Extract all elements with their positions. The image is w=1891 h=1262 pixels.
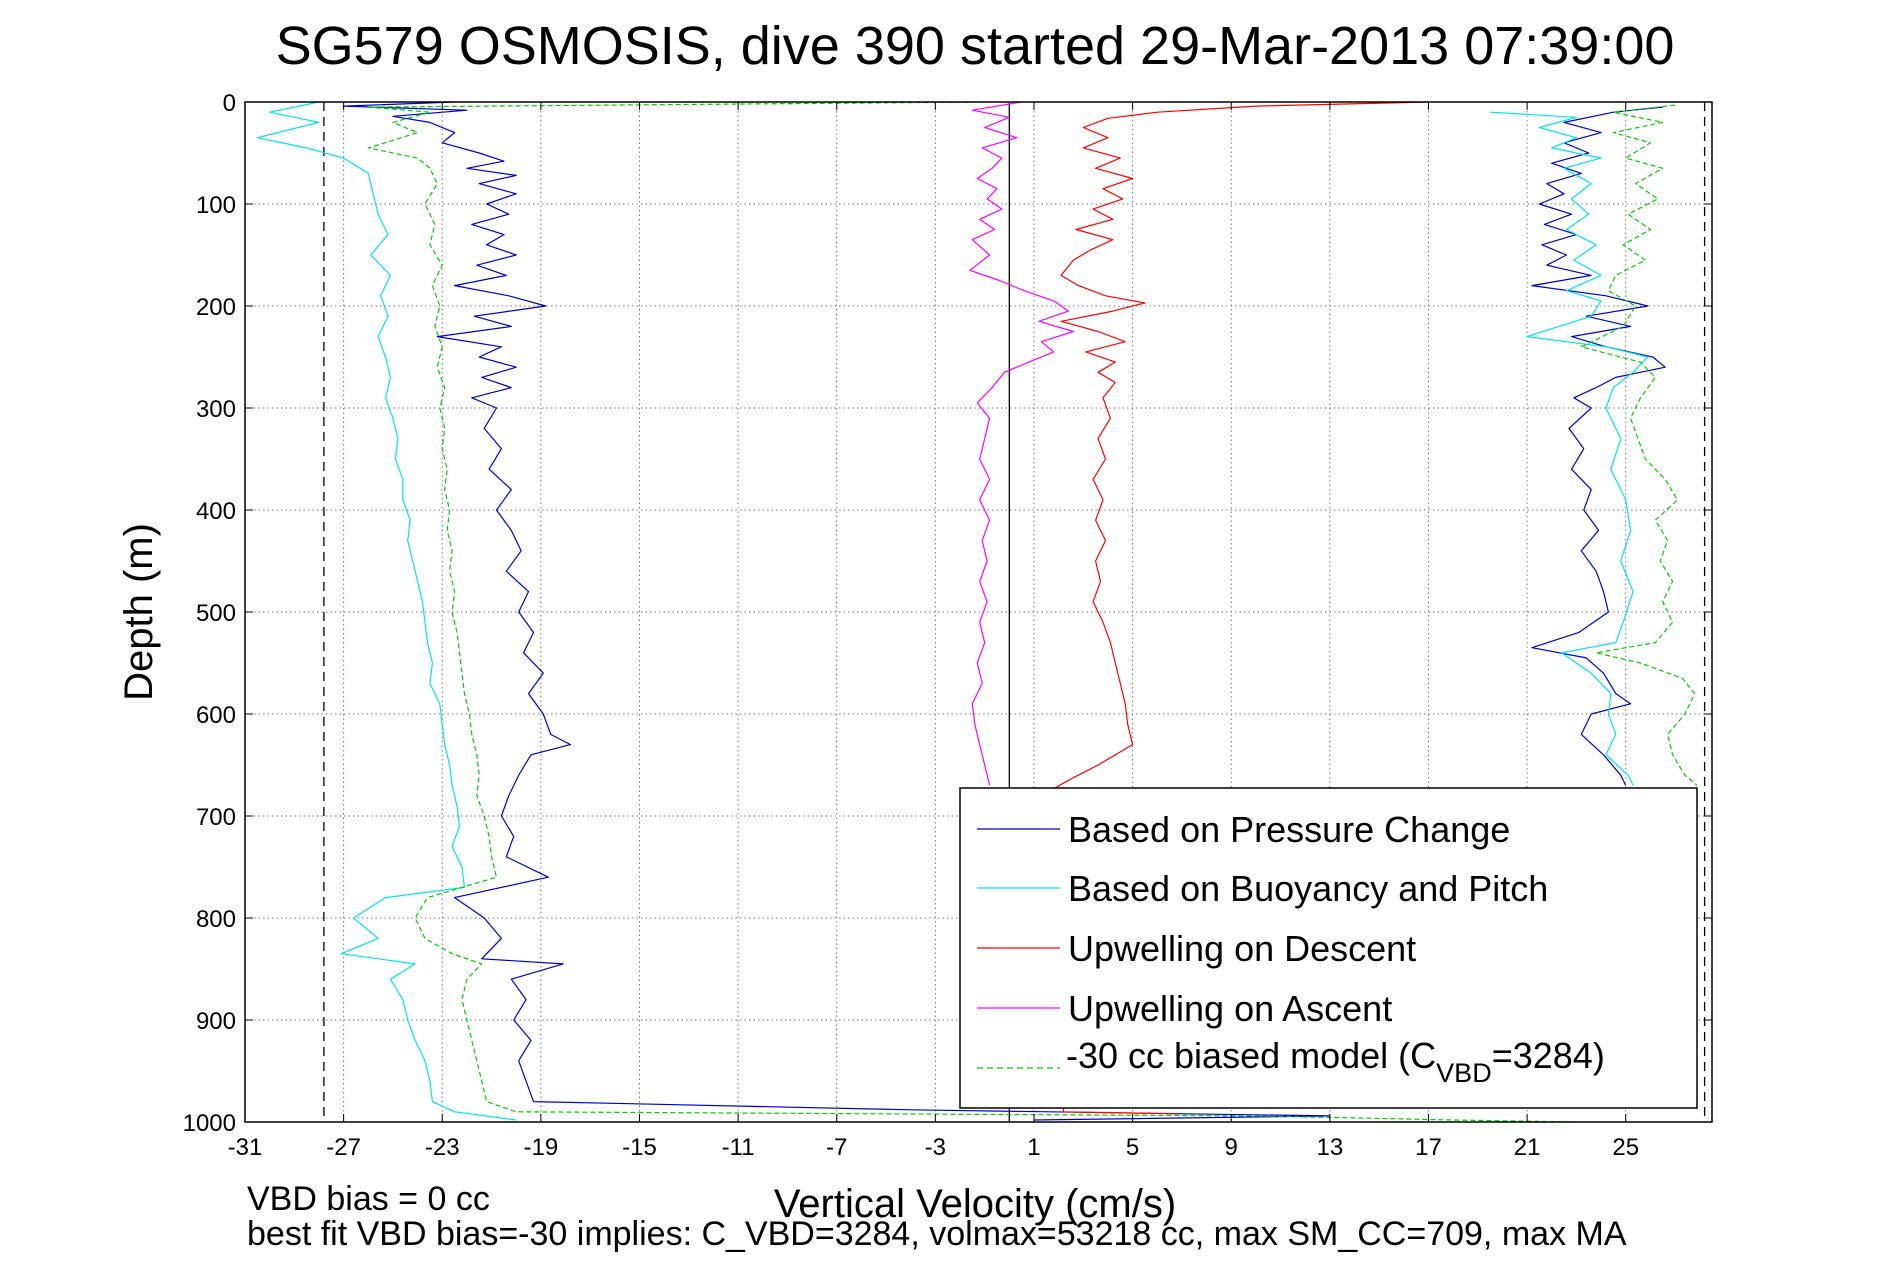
series-line bbox=[969, 101, 1075, 786]
y-axis: 0 100 200 300 400 500 600 700 800 900 1000 bbox=[183, 90, 1712, 1137]
x-tick-label: -3 bbox=[925, 1134, 946, 1161]
best-fit-annotation: best fit VBD bias=-30 implies: C_VBD=328… bbox=[247, 1215, 1627, 1253]
x-tick-label: 5 bbox=[1126, 1134, 1139, 1161]
series-line bbox=[1580, 104, 1698, 786]
x-tick-label: 1 bbox=[1027, 1134, 1040, 1161]
legend-label-biased-model: -30 cc biased model (CVBD=3284) bbox=[1066, 1035, 1605, 1088]
series-line bbox=[343, 101, 1331, 1121]
x-tick-label: 17 bbox=[1415, 1134, 1442, 1161]
y-tick-label: 900 bbox=[196, 1008, 236, 1035]
legend: Based on Pressure Change Based on Buoyan… bbox=[959, 787, 1698, 1109]
x-axis-label: Vertical Velocity (cm/s) bbox=[774, 1182, 1176, 1226]
legend-label-ascent: Upwelling on Ascent bbox=[1068, 988, 1392, 1029]
x-tick-label: 25 bbox=[1612, 1134, 1639, 1161]
x-tick-label: -23 bbox=[425, 1134, 460, 1161]
series-line bbox=[1490, 111, 1649, 786]
plot-lines bbox=[256, 101, 1698, 1123]
legend-label-descent: Upwelling on Descent bbox=[1068, 928, 1416, 969]
legend-label-biased-pre: -30 cc biased model (C bbox=[1066, 1035, 1436, 1076]
series-line bbox=[1025, 101, 1429, 1115]
x-tick-label: -19 bbox=[524, 1134, 559, 1161]
series-line bbox=[367, 101, 1577, 1123]
legend-box bbox=[959, 787, 1698, 1109]
x-tick-label: -31 bbox=[228, 1134, 263, 1161]
legend-label-biased-post: =3284) bbox=[1492, 1035, 1605, 1076]
legend-label-buoyancy: Based on Buoyancy and Pitch bbox=[1068, 868, 1548, 909]
x-tick-label: -11 bbox=[722, 1134, 755, 1161]
y-tick-label: 400 bbox=[196, 498, 236, 525]
x-tick-label: -27 bbox=[326, 1134, 361, 1161]
series-line bbox=[1531, 106, 1666, 786]
series-line bbox=[256, 101, 517, 1121]
y-tick-label: 0 bbox=[223, 90, 236, 117]
vbd-bias-annotation: VBD bias = 0 cc bbox=[247, 1180, 490, 1218]
legend-label-pressure: Based on Pressure Change bbox=[1068, 809, 1510, 850]
x-axis: -31 -27 -23 -19 -15 -11 -7 -3 1 5 9 13 17 21 25 bbox=[228, 102, 1639, 1161]
x-tick-label: -7 bbox=[826, 1134, 847, 1161]
chart-title: SG579 OSMOSIS, dive 390 started 29-Mar-2… bbox=[276, 16, 1675, 76]
y-tick-label: 700 bbox=[196, 804, 236, 831]
y-tick-label: 800 bbox=[196, 906, 236, 933]
y-tick-label: 100 bbox=[196, 192, 236, 219]
x-tick-label: 9 bbox=[1225, 1134, 1238, 1161]
y-tick-label: 200 bbox=[196, 294, 236, 321]
y-tick-label: 600 bbox=[196, 702, 236, 729]
y-tick-label: 500 bbox=[196, 600, 236, 627]
x-tick-label: -15 bbox=[622, 1134, 657, 1161]
x-tick-label: 13 bbox=[1316, 1134, 1343, 1161]
y-tick-label: 1000 bbox=[183, 1110, 236, 1137]
y-axis-label: Depth (m) bbox=[117, 523, 161, 701]
x-tick-label: 21 bbox=[1514, 1134, 1541, 1161]
y-tick-label: 300 bbox=[196, 396, 236, 423]
legend-label-biased-sub: VBD bbox=[1436, 1058, 1492, 1088]
